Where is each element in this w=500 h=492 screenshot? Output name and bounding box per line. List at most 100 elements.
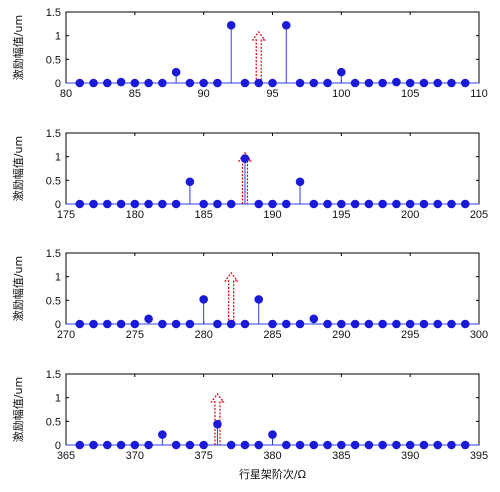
x-tick-label: 280 bbox=[194, 329, 212, 341]
data-point bbox=[364, 78, 374, 88]
y-axis-label: 激励幅值/um bbox=[11, 136, 25, 201]
data-point bbox=[460, 78, 470, 88]
data-point bbox=[405, 319, 415, 329]
data-point bbox=[392, 319, 401, 329]
axes-box bbox=[65, 132, 480, 205]
y-axis-label: 激励幅值/um bbox=[11, 15, 25, 80]
data-point bbox=[213, 199, 222, 209]
y-tick-label: 1.5 bbox=[46, 7, 61, 19]
y-tick-label: 0.5 bbox=[46, 175, 61, 187]
data-point bbox=[337, 440, 346, 450]
data-point bbox=[130, 199, 140, 209]
x-tick-label: 110 bbox=[470, 88, 488, 100]
data-point bbox=[116, 319, 126, 329]
data-point bbox=[309, 78, 319, 88]
data-point bbox=[337, 319, 346, 329]
data-point bbox=[254, 295, 264, 304]
data-point bbox=[130, 440, 140, 450]
data-point bbox=[268, 319, 277, 329]
y-tick-label: 1 bbox=[55, 272, 61, 284]
data-point bbox=[240, 78, 250, 88]
data-point bbox=[226, 440, 236, 450]
x-tick-label: 365 bbox=[57, 450, 75, 462]
data-point bbox=[144, 314, 153, 324]
data-point bbox=[116, 199, 126, 209]
x-tick-label: 195 bbox=[332, 209, 350, 221]
data-point bbox=[226, 199, 236, 209]
x-tick-label: 375 bbox=[194, 450, 212, 462]
x-tick-label: 385 bbox=[332, 450, 350, 462]
data-point bbox=[75, 78, 85, 88]
data-point bbox=[268, 78, 277, 88]
data-point bbox=[89, 319, 98, 329]
y-tick-label: 1.5 bbox=[46, 128, 61, 140]
data-point bbox=[185, 440, 195, 450]
data-point bbox=[323, 78, 332, 88]
axes-box bbox=[65, 11, 480, 84]
data-point bbox=[460, 319, 470, 329]
y-tick-label: 0 bbox=[55, 319, 61, 331]
data-point bbox=[405, 199, 415, 209]
x-tick-label: 390 bbox=[401, 450, 419, 462]
y-tick-label: 0 bbox=[55, 199, 61, 211]
data-point bbox=[199, 295, 208, 304]
data-point bbox=[103, 319, 112, 329]
x-tick-label: 175 bbox=[57, 209, 75, 221]
y-axis-label: 激励幅值/um bbox=[11, 256, 25, 321]
data-point bbox=[171, 319, 181, 329]
data-point bbox=[364, 440, 374, 450]
data-point bbox=[103, 440, 112, 450]
data-point bbox=[378, 78, 387, 88]
data-point bbox=[199, 440, 208, 450]
data-point bbox=[89, 440, 98, 450]
x-tick-label: 105 bbox=[401, 88, 419, 100]
x-tick-label: 275 bbox=[126, 329, 144, 341]
data-point bbox=[89, 78, 98, 88]
x-tick-label: 370 bbox=[126, 450, 144, 462]
data-point bbox=[433, 440, 443, 450]
data-point bbox=[185, 78, 195, 88]
data-point bbox=[158, 199, 167, 209]
data-point bbox=[75, 319, 85, 329]
x-tick-label: 80 bbox=[60, 88, 72, 100]
data-point bbox=[337, 67, 346, 77]
data-point bbox=[337, 199, 346, 209]
x-tick-label: 180 bbox=[126, 209, 144, 221]
data-point bbox=[378, 440, 387, 450]
y-tick-label: 0.5 bbox=[46, 416, 61, 428]
y-tick-label: 0 bbox=[55, 440, 61, 452]
data-point bbox=[323, 199, 332, 209]
data-point bbox=[185, 319, 195, 329]
x-tick-label: 395 bbox=[470, 450, 488, 462]
x-tick-label: 380 bbox=[263, 450, 281, 462]
data-point bbox=[295, 319, 305, 329]
chart-panel-1: 80 85 90 95 100 105 110 0 0.5 1 1.5 激励幅值/um bbox=[11, 7, 488, 100]
chart-panel-2: 175 180 185 190 195 200 205 0 0.5 1 1.5 激励幅值/um bbox=[11, 128, 488, 221]
excitation-arrow bbox=[210, 392, 225, 445]
x-tick-label: 200 bbox=[401, 209, 419, 221]
data-point bbox=[392, 440, 401, 450]
data-point bbox=[350, 319, 360, 329]
data-point bbox=[103, 78, 112, 88]
data-point bbox=[185, 177, 195, 187]
excitation-arrow bbox=[251, 30, 266, 83]
chart-panel-4: 365 370 375 380 385 390 395 0 0.5 1 1.5 激励幅值/um 行星架阶… bbox=[11, 369, 488, 481]
data-point bbox=[199, 199, 208, 209]
y-tick-label: 1 bbox=[55, 31, 61, 43]
y-tick-label: 1.5 bbox=[46, 248, 61, 260]
x-tick-label: 300 bbox=[470, 329, 488, 341]
data-point bbox=[89, 199, 98, 209]
data-point bbox=[295, 78, 305, 88]
axes-box bbox=[65, 252, 480, 325]
data-point bbox=[281, 199, 291, 209]
data-point bbox=[350, 199, 360, 209]
data-point bbox=[158, 78, 167, 88]
data-point bbox=[158, 319, 167, 329]
x-tick-label: 185 bbox=[194, 209, 212, 221]
x-tick-label: 90 bbox=[198, 88, 210, 100]
x-tick-label: 190 bbox=[263, 209, 281, 221]
data-point bbox=[405, 440, 415, 450]
data-point bbox=[75, 199, 85, 209]
y-tick-label: 1 bbox=[55, 152, 61, 164]
data-point bbox=[240, 319, 250, 329]
